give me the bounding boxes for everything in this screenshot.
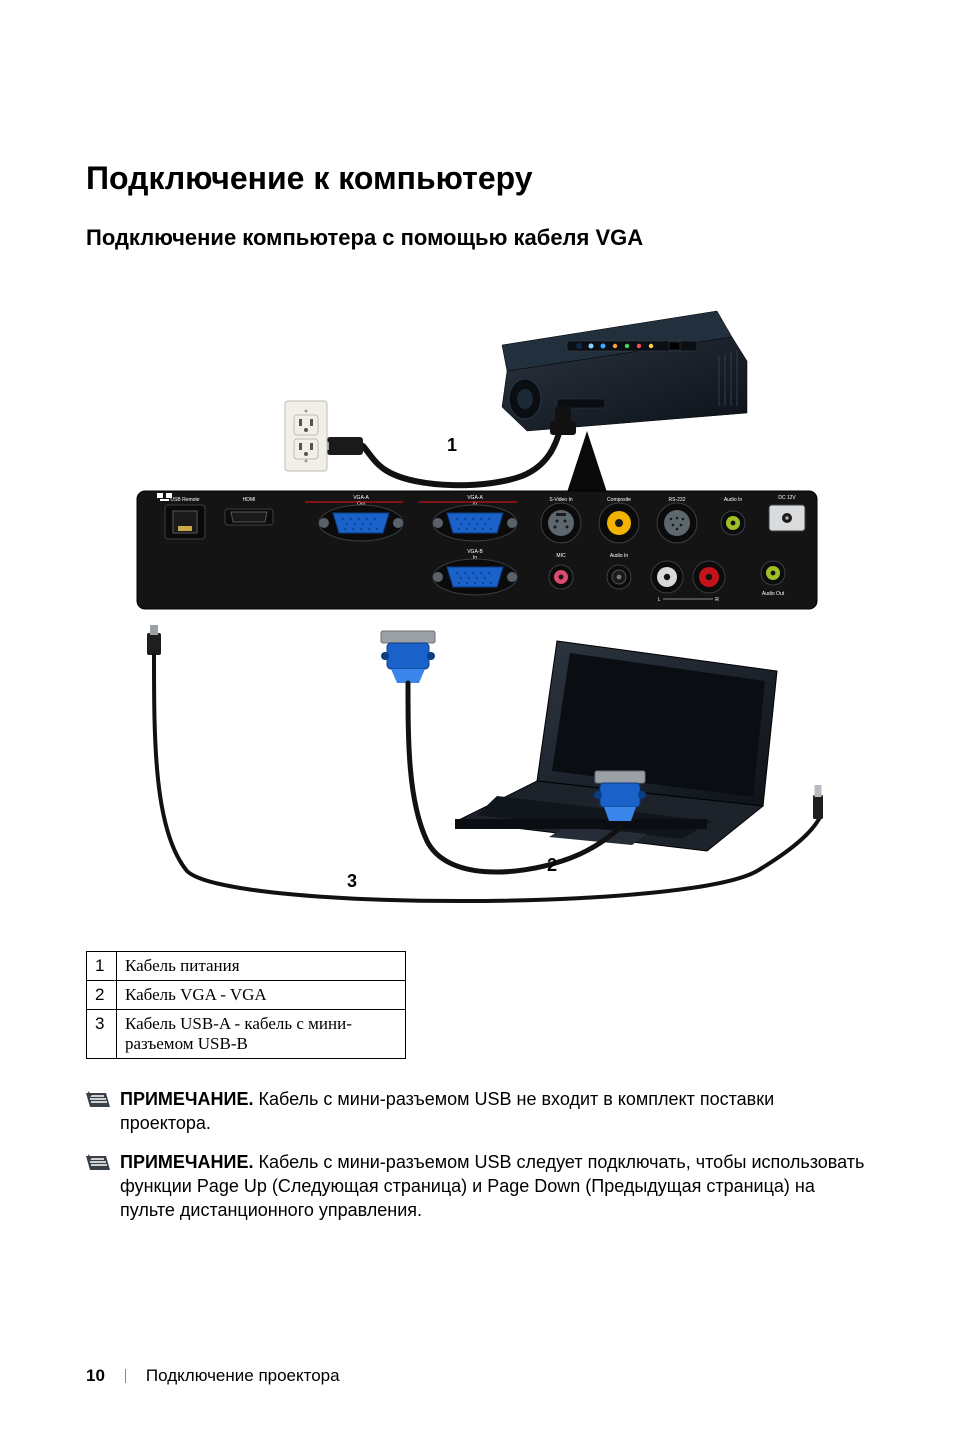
- legend-num: 3: [87, 1010, 117, 1059]
- note-block: ПРИМЕЧАНИЕ. Кабель с мини-разъемом USB с…: [86, 1150, 868, 1223]
- footer-section-label: Подключение проектора: [146, 1366, 340, 1386]
- svg-text:Composite: Composite: [607, 497, 631, 503]
- legend-text: Кабель USB-A - кабель с мини-разъемом US…: [117, 1010, 406, 1059]
- svg-text:S-Video In: S-Video In: [549, 497, 572, 503]
- legend-num: 2: [87, 981, 117, 1010]
- legend-table: 1 Кабель питания 2 Кабель VGA - VGA 3 Ка…: [86, 951, 406, 1059]
- table-row: 1 Кабель питания: [87, 952, 406, 981]
- legend-num: 1: [87, 952, 117, 981]
- note-text: ПРИМЕЧАНИЕ. Кабель с мини-разъемом USB с…: [120, 1150, 868, 1223]
- legend-text: Кабель VGA - VGA: [117, 981, 406, 1010]
- page-title: Подключение к компьютеру: [86, 160, 868, 197]
- svg-text:Audio Out: Audio Out: [762, 591, 785, 597]
- note-icon: [86, 1090, 110, 1110]
- diagram-callout-3: 3: [347, 871, 357, 891]
- svg-text:L: L: [658, 597, 661, 603]
- wall-outlet-illustration: [285, 401, 327, 471]
- legend-text: Кабель питания: [117, 952, 406, 981]
- svg-text:MIC: MIC: [556, 553, 566, 559]
- note-label: ПРИМЕЧАНИЕ.: [120, 1152, 253, 1172]
- svg-text:HDMI: HDMI: [243, 497, 256, 503]
- projector-illustration: [502, 311, 747, 431]
- footer-divider: [125, 1369, 126, 1383]
- table-row: 2 Кабель VGA - VGA: [87, 981, 406, 1010]
- note-text: ПРИМЕЧАНИЕ. Кабель с мини-разъемом USB н…: [120, 1087, 868, 1136]
- port-panel-illustration: USB Remote HDMI VGA-A Out: [137, 491, 817, 609]
- table-row: 3 Кабель USB-A - кабель с мини-разъемом …: [87, 1010, 406, 1059]
- svg-text:Audio In: Audio In: [610, 553, 629, 559]
- page-footer: 10 Подключение проектора: [86, 1366, 340, 1386]
- connection-diagram: 1 USB Remote HDMI: [86, 271, 868, 921]
- note-icon: [86, 1153, 110, 1173]
- note-label: ПРИМЕЧАНИЕ.: [120, 1089, 253, 1109]
- svg-text:R: R: [715, 597, 719, 603]
- note-block: ПРИМЕЧАНИЕ. Кабель с мини-разъемом USB н…: [86, 1087, 868, 1136]
- page-number: 10: [86, 1366, 105, 1386]
- page-subtitle: Подключение компьютера с помощью кабеля …: [86, 225, 868, 251]
- svg-text:USB Remote: USB Remote: [170, 497, 199, 503]
- diagram-callout-2: 2: [547, 855, 557, 875]
- svg-text:DC 12V: DC 12V: [778, 495, 796, 501]
- svg-text:Audio In: Audio In: [724, 497, 743, 503]
- diagram-callout-1: 1: [447, 435, 457, 455]
- svg-text:RS-232: RS-232: [669, 497, 686, 503]
